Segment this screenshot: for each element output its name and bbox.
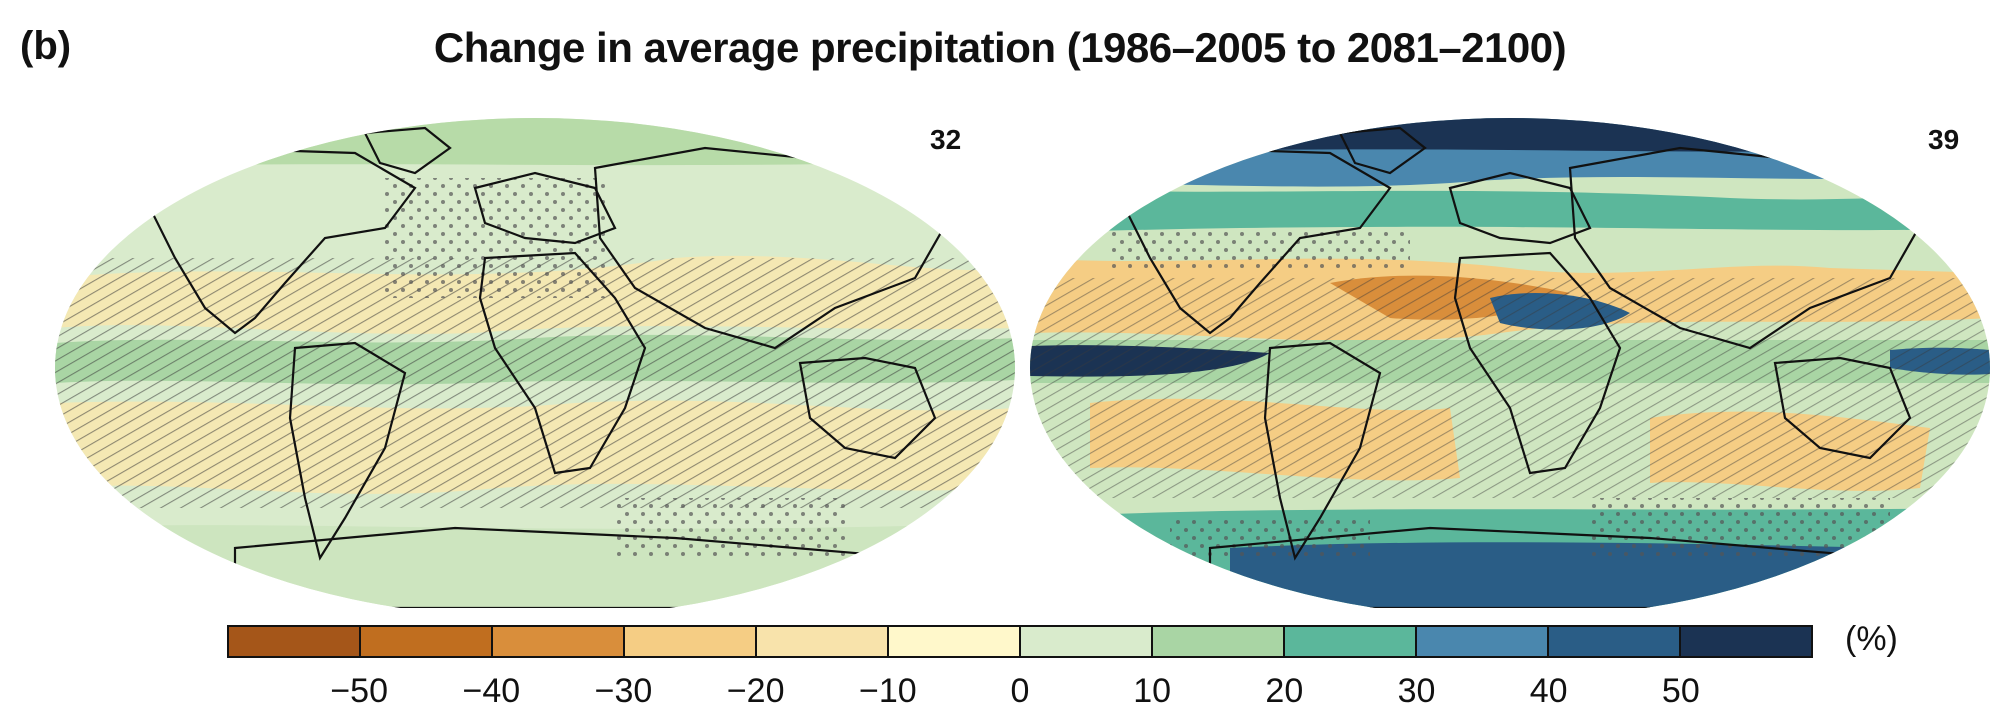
colorbar-unit: (%)	[1845, 620, 1898, 658]
colorbar-tick-label: 10	[1133, 672, 1172, 710]
figure-title: Change in average precipitation (1986–20…	[433, 24, 1567, 71]
colorbar-bin-4	[757, 627, 889, 656]
colorbar-tick-label: −40	[462, 672, 521, 710]
colorbar-bin-5	[889, 627, 1021, 656]
colorbar-bin-3	[625, 627, 757, 656]
map-left	[55, 118, 1015, 608]
panel-label: (b)	[20, 24, 72, 68]
colorbar-bin-6	[1021, 627, 1153, 656]
colorbar-tick-label: −30	[594, 672, 653, 710]
colorbar-tick-label: 30	[1397, 672, 1436, 710]
map-left-svg	[55, 118, 1015, 608]
colorbar-bin-11	[1681, 627, 1811, 656]
colorbar-bin-1	[361, 627, 493, 656]
colorbar-tick-label: 50	[1661, 672, 1700, 710]
colorbar-tick-label: 0	[1010, 672, 1030, 710]
colorbar-bin-2	[493, 627, 625, 656]
map-right	[1030, 118, 1990, 608]
colorbar-bin-8	[1285, 627, 1417, 656]
colorbar-tick-label: 20	[1265, 672, 1304, 710]
colorbar-tick-label: 40	[1529, 672, 1568, 710]
map-left-value: 32	[930, 124, 962, 155]
colorbar-tick-label: −20	[726, 672, 785, 710]
colorbar-bin-10	[1549, 627, 1681, 656]
colorbar-bin-0	[229, 627, 361, 656]
colorbar-bin-9	[1417, 627, 1549, 656]
colorbar-tick-label: −50	[330, 672, 388, 710]
colorbar	[227, 625, 1813, 658]
colorbar-bin-7	[1153, 627, 1285, 656]
map-right-svg	[1030, 118, 1990, 608]
colorbar-tick-label: −10	[858, 672, 917, 710]
map-right-value: 39	[1928, 124, 1960, 155]
